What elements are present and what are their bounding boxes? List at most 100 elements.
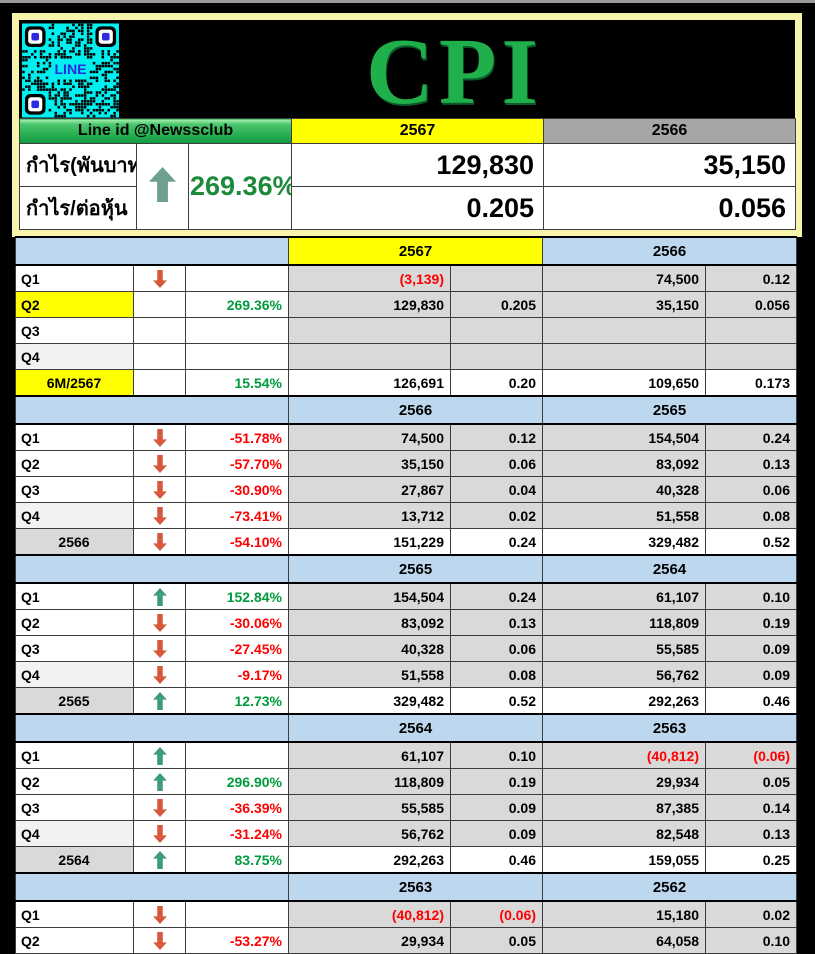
trend-arrow-cell	[133, 846, 186, 874]
eps-prev-cell: 0.056	[705, 291, 797, 318]
eps-cell: 0.20	[450, 369, 543, 397]
profit-cell: 118,809	[288, 768, 451, 795]
year-header-spacer	[15, 713, 289, 743]
trend-arrow-cell	[133, 502, 186, 529]
year-2566-header: 2566	[543, 118, 797, 144]
profit-cell: (40,812)	[288, 900, 451, 928]
eps-cell: 0.06	[450, 450, 543, 477]
eps-cell: 0.04	[450, 476, 543, 503]
trend-arrow-cell	[133, 476, 186, 503]
up-arrow-icon	[152, 850, 167, 869]
down-arrow-icon	[152, 613, 167, 632]
eps-prev-cell: 0.08	[705, 502, 797, 529]
quarter-row: Q1 (3,139) 74,500 0.12	[15, 264, 797, 292]
year-right-header: 2565	[542, 395, 797, 425]
eps-prev-cell: 0.46	[705, 687, 797, 715]
down-arrow-icon	[152, 798, 167, 817]
top-border-line	[0, 0, 815, 3]
summary-arrow-cell	[136, 143, 189, 230]
eps-prev-cell: 0.173	[705, 369, 797, 397]
profit-cell: 40,328	[288, 635, 451, 662]
profit-cell: 13,712	[288, 502, 451, 529]
change-pct-cell: 12.73%	[185, 687, 289, 715]
up-arrow-icon	[152, 587, 167, 606]
trend-arrow-cell	[133, 450, 186, 477]
eps-prev-cell	[705, 343, 797, 370]
profit-prev-cell: 154,504	[542, 423, 706, 451]
quarter-label: Q4	[15, 661, 134, 688]
profit-prev-cell: 61,107	[542, 582, 706, 610]
profit-prev-cell: 83,092	[542, 450, 706, 477]
quarter-row: Q1 -51.78% 74,500 0.12 154,504 0.24	[15, 423, 797, 451]
change-pct-cell	[185, 741, 289, 769]
period-summary-label: 6M/2567	[15, 369, 134, 397]
quarter-row: Q4	[15, 343, 797, 370]
quarter-label: Q3	[15, 476, 134, 503]
change-pct-cell: -54.10%	[185, 528, 289, 556]
profit-cell: 74,500	[288, 423, 451, 451]
eps-cell: 0.205	[450, 291, 543, 318]
profit-prev-cell: 29,934	[542, 768, 706, 795]
change-pct-cell: 15.54%	[185, 369, 289, 397]
profit-2566-value: 35,150	[543, 143, 797, 187]
profit-cell: 329,482	[288, 687, 451, 715]
eps-cell: 0.09	[450, 820, 543, 847]
quarter-row: Q3	[15, 317, 797, 344]
trend-arrow-cell	[133, 768, 186, 795]
profit-cell: 35,150	[288, 450, 451, 477]
year-left-header: 2563	[288, 872, 543, 902]
year-header-row: 2565 2564	[15, 554, 797, 584]
summary-change-pct: 269.36%	[187, 143, 293, 230]
eps-prev-cell: 0.10	[705, 927, 797, 954]
profit-cell: 154,504	[288, 582, 451, 610]
profit-cell: 61,107	[288, 741, 451, 769]
year-right-header: 2563	[542, 713, 797, 743]
eps-prev-cell: 0.14	[705, 794, 797, 821]
qr-finder-bottom-left	[24, 94, 46, 115]
change-pct-cell: -73.41%	[185, 502, 289, 529]
down-arrow-icon	[152, 532, 167, 551]
change-pct-cell: 296.90%	[185, 768, 289, 795]
quarter-row: Q3 -30.90% 27,867 0.04 40,328 0.06	[15, 476, 797, 503]
year-header-row: 2566 2565	[15, 395, 797, 425]
profit-prev-cell: 118,809	[542, 609, 706, 636]
change-pct-cell	[185, 343, 289, 370]
quarter-row: Q2 -30.06% 83,092 0.13 118,809 0.19	[15, 609, 797, 636]
profit-row: กำไร(พันบาท) 269.36% 129,830 35,150	[19, 143, 797, 230]
eps-prev-cell	[705, 317, 797, 344]
eps-cell: 0.08	[450, 661, 543, 688]
stock-symbol-title: CPI	[366, 20, 543, 124]
up-arrow-icon	[149, 162, 176, 207]
year-right-header: 2564	[542, 554, 797, 584]
quarter-label: Q3	[15, 317, 134, 344]
eps-cell: 0.13	[450, 609, 543, 636]
eps-2566-value: 0.056	[543, 186, 797, 230]
quarter-label: Q2	[15, 927, 134, 954]
trend-arrow-cell	[133, 369, 186, 397]
quarter-label: Q2	[15, 768, 134, 795]
change-pct-cell: 269.36%	[185, 291, 289, 318]
quarter-row: Q3 -27.45% 40,328 0.06 55,585 0.09	[15, 635, 797, 662]
trend-arrow-cell	[133, 291, 186, 318]
trend-arrow-cell	[133, 687, 186, 715]
change-pct-cell	[185, 264, 289, 292]
quarter-label: Q1	[15, 423, 134, 451]
profit-cell: 29,934	[288, 927, 451, 954]
trend-arrow-cell	[133, 582, 186, 610]
year-left-header: 2566	[288, 395, 543, 425]
quarter-row: Q1 61,107 0.10 (40,812) (0.06)	[15, 741, 797, 769]
eps-prev-cell: (0.06)	[705, 741, 797, 769]
down-arrow-icon	[152, 905, 167, 924]
quarter-label: Q4	[15, 502, 134, 529]
eps-cell: 0.19	[450, 768, 543, 795]
quarter-label: Q3	[15, 635, 134, 662]
change-pct-cell: -57.70%	[185, 450, 289, 477]
eps-cell	[450, 343, 543, 370]
profit-prev-cell: 74,500	[542, 264, 706, 292]
profit-prev-cell: 40,328	[542, 476, 706, 503]
trend-arrow-cell	[133, 264, 186, 292]
quarterly-table: 2567 2566 Q1 (3,139) 74,500 0.12 Q2 269.36% 129,…	[15, 236, 797, 954]
quarter-label: Q2	[15, 609, 134, 636]
eps-prev-cell: 0.52	[705, 528, 797, 556]
profit-prev-cell: 64,058	[542, 927, 706, 954]
